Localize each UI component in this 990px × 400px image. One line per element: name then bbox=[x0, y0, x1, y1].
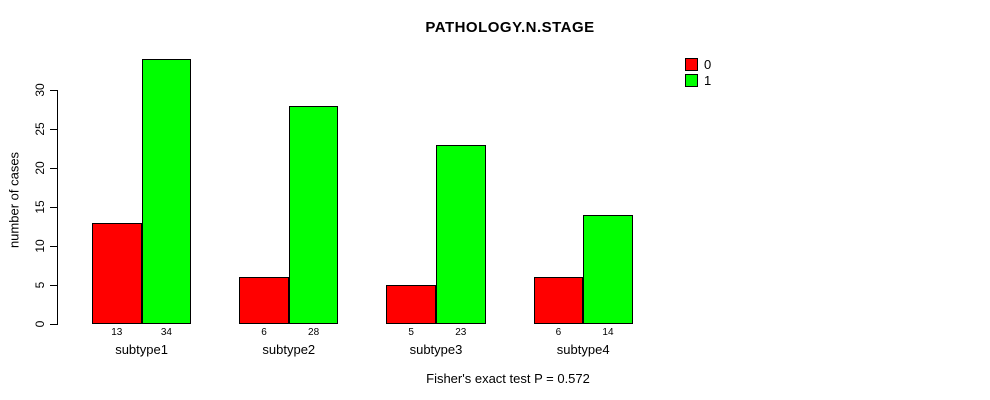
bar-value-label: 34 bbox=[160, 327, 172, 338]
y-tick bbox=[50, 129, 57, 130]
bar-value-label: 6 bbox=[555, 327, 562, 338]
y-tick-label: 0 bbox=[33, 320, 47, 328]
y-tick bbox=[50, 285, 57, 286]
bar-subtype3-series-1 bbox=[436, 144, 486, 324]
bar-value-label: 23 bbox=[455, 327, 467, 338]
legend-label-1: 1 bbox=[704, 73, 712, 88]
y-tick-label: 20 bbox=[33, 161, 47, 175]
bar-subtype4-series-0 bbox=[533, 277, 584, 324]
y-tick bbox=[50, 246, 57, 247]
bar-subtype2-series-1 bbox=[288, 105, 339, 324]
y-tick-label: 15 bbox=[33, 200, 47, 214]
bar-subtype2-series-0 bbox=[239, 277, 289, 324]
bar-value-label: 14 bbox=[602, 327, 614, 338]
y-axis-label: number of cases bbox=[6, 151, 22, 249]
legend-entry-0: 0 bbox=[685, 58, 711, 71]
category-label-subtype2: subtype2 bbox=[262, 342, 316, 357]
bar-value-label: 13 bbox=[111, 327, 123, 338]
legend: 0 1 bbox=[685, 58, 711, 90]
legend-label-0: 0 bbox=[704, 57, 712, 72]
legend-swatch-red bbox=[685, 58, 698, 71]
category-label-subtype4: subtype4 bbox=[556, 342, 610, 357]
bar-subtype1-series-1 bbox=[141, 58, 192, 324]
y-axis-line bbox=[57, 90, 58, 325]
legend-entry-1: 1 bbox=[685, 74, 711, 87]
bar-value-label: 5 bbox=[408, 327, 414, 338]
y-tick-label: 25 bbox=[33, 122, 47, 136]
y-tick bbox=[50, 207, 57, 208]
bar-subtype3-series-0 bbox=[386, 285, 436, 324]
legend-swatch-green bbox=[685, 74, 698, 87]
y-tick bbox=[50, 90, 57, 91]
category-label-subtype3: subtype3 bbox=[409, 342, 463, 357]
bar-value-label: 28 bbox=[308, 327, 320, 338]
y-tick-label: 30 bbox=[33, 83, 47, 97]
y-tick-label: 10 bbox=[33, 239, 47, 253]
caption: Fisher's exact test P = 0.572 bbox=[426, 371, 590, 386]
bar-subtype1-series-0 bbox=[92, 222, 142, 324]
y-tick bbox=[50, 324, 57, 325]
category-label-subtype1: subtype1 bbox=[115, 342, 168, 357]
bar-value-label: 6 bbox=[261, 327, 267, 338]
chart-title: PATHOLOGY.N.STAGE bbox=[425, 19, 595, 36]
y-tick bbox=[50, 168, 57, 169]
y-tick-label: 5 bbox=[33, 281, 47, 289]
bar-subtype4-series-1 bbox=[583, 214, 633, 324]
